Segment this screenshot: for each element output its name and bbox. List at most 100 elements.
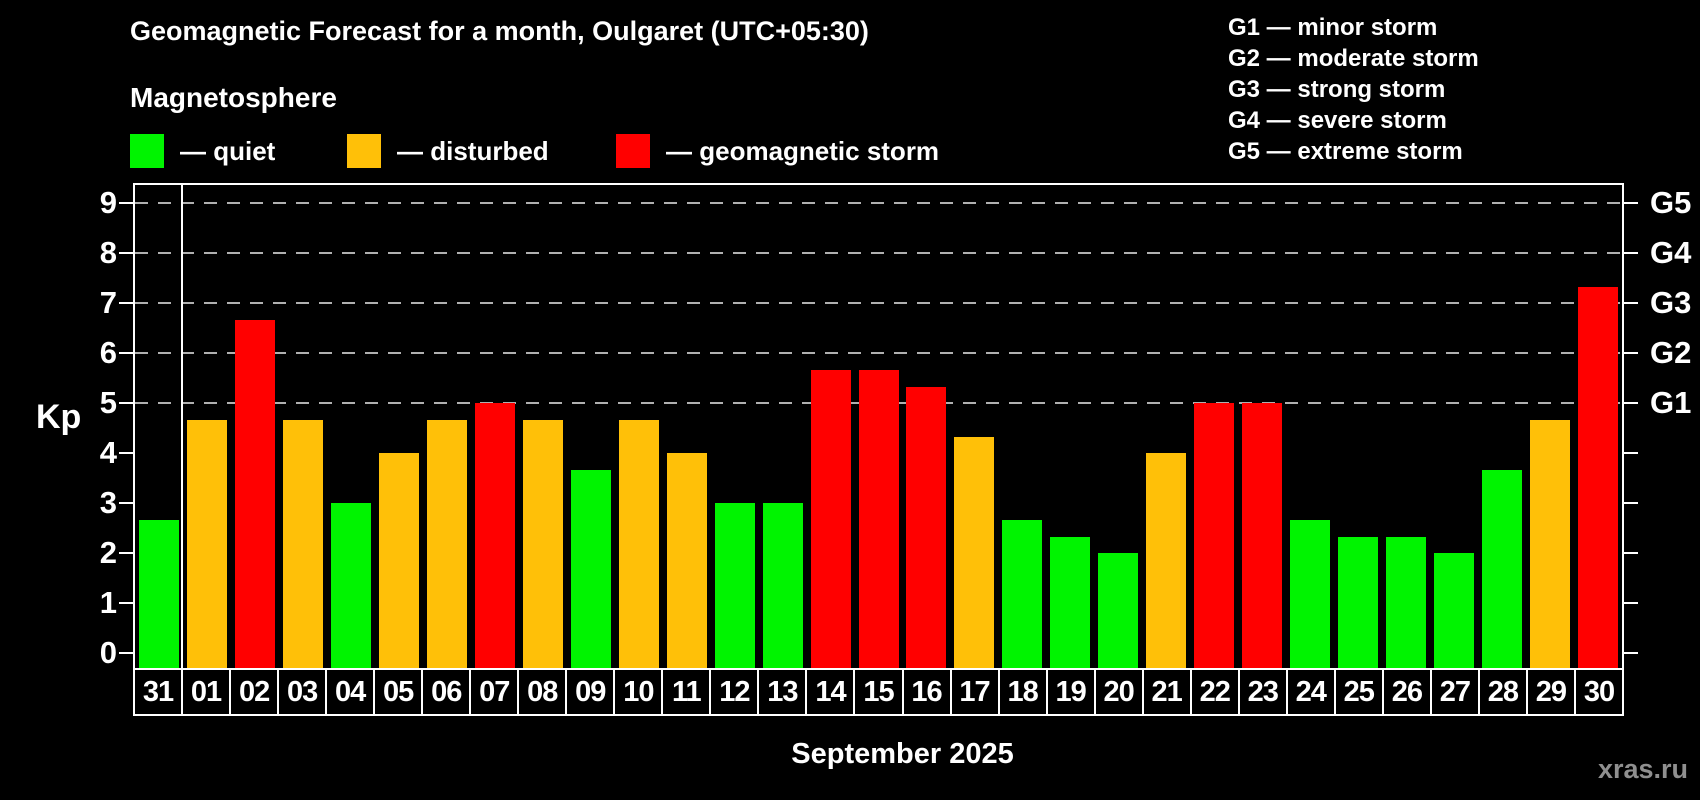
kp-bar-day-10: [618, 419, 659, 668]
day-label-11: 11: [663, 670, 712, 714]
y-tick-left-2: [119, 552, 133, 554]
y-tick-label-7: 7: [99, 285, 117, 320]
g-scale-legend: G1 — minor storm G2 — moderate storm G3 — …: [1228, 12, 1479, 167]
y-tick-right-8: [1624, 252, 1638, 254]
day-label-28: 28: [1480, 670, 1528, 714]
day-label-18: 18: [1000, 670, 1048, 714]
g-legend-line-4: G4 — severe storm: [1228, 107, 1447, 134]
kp-bar-day-29: [1530, 419, 1571, 668]
day-label-25: 25: [1336, 670, 1384, 714]
kp-bar-day-14: [810, 369, 851, 668]
day-label-06: 06: [423, 670, 472, 714]
legend-item-disturbed: — disturbed: [347, 134, 549, 168]
day-label-02: 02: [231, 670, 280, 714]
disturbed-color-swatch: [347, 134, 381, 168]
x-axis-title: September 2025: [791, 738, 1014, 770]
kp-bar-day-16: [906, 386, 947, 668]
y-tick-left-5: [119, 402, 133, 404]
kp-bar-day-04: [330, 503, 371, 668]
day-label-08: 08: [519, 670, 568, 714]
kp-bar-day-24: [1290, 519, 1331, 668]
kp-bar-day-20: [1098, 553, 1139, 668]
legend-label-disturbed: — disturbed: [397, 136, 549, 166]
g-axis-label-g5: G5: [1650, 185, 1692, 220]
chart-title: Geomagnetic Forecast for a month, Oulgar…: [130, 16, 869, 46]
day-label-19: 19: [1048, 670, 1096, 714]
g-axis-label-g4: G4: [1650, 235, 1692, 270]
kp-bar-day-01: [186, 419, 227, 668]
day-label-24: 24: [1288, 670, 1336, 714]
y-tick-right-0: [1624, 652, 1638, 654]
gridline-kp8: [135, 252, 1622, 254]
kp-bar-day-30: [1578, 286, 1619, 668]
legend-label-quiet: — quiet: [180, 136, 276, 166]
day-label-27: 27: [1432, 670, 1480, 714]
kp-bar-day-21: [1146, 453, 1187, 668]
kp-bar-day-02: [234, 319, 275, 668]
y-tick-right-2: [1624, 552, 1638, 554]
day-label-17: 17: [952, 670, 1000, 714]
g-legend-line-5: G5 — extreme storm: [1228, 138, 1463, 165]
kp-bar-day-05: [378, 453, 419, 668]
day-label-21: 21: [1144, 670, 1192, 714]
kp-bar-day-25: [1338, 536, 1379, 668]
gridline-kp7: [135, 302, 1622, 304]
day-label-23: 23: [1240, 670, 1288, 714]
gridline-kp9: [135, 202, 1622, 204]
plot-area: 0 1 2 3 4 5 6 7 8 9 G1 G2 G3 G4 G5: [100, 183, 1691, 670]
y-tick-left-8: [119, 252, 133, 254]
kp-bar-day-22: [1194, 403, 1235, 668]
day-label-10: 10: [615, 670, 664, 714]
legend-label-storm: — geomagnetic storm: [666, 136, 940, 166]
kp-bar-day-06: [426, 419, 467, 668]
day-label-30: 30: [1583, 675, 1615, 708]
day-label-12: 12: [711, 670, 760, 714]
g-axis-label-g3: G3: [1650, 285, 1692, 320]
y-axis-title: Kp: [36, 398, 82, 436]
kp-bar-day-08: [522, 419, 563, 668]
g-legend-line-3: G3 — strong storm: [1228, 76, 1446, 103]
day-label-22: 22: [1192, 670, 1240, 714]
day-label-16: 16: [904, 670, 952, 714]
kp-bar-day-11: [666, 453, 707, 668]
watermark: xras.ru: [1597, 754, 1688, 784]
legend-item-storm: — geomagnetic storm: [616, 134, 939, 168]
day-label-13: 13: [759, 670, 808, 714]
day-label-07: 07: [471, 670, 520, 714]
day-label-31: 31: [135, 670, 184, 714]
kp-bar-day-13: [762, 503, 803, 668]
g-legend-line-1: G1 — minor storm: [1228, 14, 1438, 41]
y-tick-right-4: [1624, 452, 1638, 454]
y-tick-left-7: [119, 302, 133, 304]
y-tick-right-3: [1624, 502, 1638, 504]
x-axis-day-labels: 31 01 02 03 04 05 06 07 08 09 10 11 12 13 14 15 16 17 18 19…: [133, 668, 1624, 716]
month-separator-line: [180, 185, 183, 668]
y-tick-label-6: 6: [99, 335, 117, 370]
y-tick-left-4: [119, 452, 133, 454]
y-tick-right-9: [1624, 202, 1638, 204]
y-tick-label-3: 3: [99, 485, 117, 520]
y-tick-right-7: [1624, 302, 1638, 304]
y-tick-left-9: [119, 202, 133, 204]
kp-bar-day-07: [474, 403, 515, 668]
g-axis-label-g2: G2: [1650, 335, 1692, 370]
y-tick-right-1: [1624, 602, 1638, 604]
kp-bar-day-12: [714, 503, 755, 668]
y-tick-label-9: 9: [99, 185, 117, 220]
kp-bar-day-03: [282, 419, 323, 668]
day-label-04: 04: [327, 670, 376, 714]
day-label-14: 14: [807, 670, 856, 714]
day-label-29: 29: [1528, 670, 1576, 714]
y-tick-left-1: [119, 602, 133, 604]
g-axis-label-g1: G1: [1650, 385, 1692, 420]
kp-bar-day-27: [1434, 553, 1475, 668]
kp-bar-day-09: [570, 469, 611, 668]
y-tick-left-6: [119, 352, 133, 354]
kp-bar-day-15: [858, 369, 899, 668]
plot-inner: 0 1 2 3 4 5 6 7 8 9 G1 G2 G3 G4 G5: [100, 185, 1691, 670]
day-label-05: 05: [375, 670, 424, 714]
kp-bar-day-28: [1482, 469, 1523, 668]
y-tick-right-6: [1624, 352, 1638, 354]
y-tick-label-0: 0: [99, 635, 117, 670]
gridline-kp6: [135, 352, 1622, 354]
